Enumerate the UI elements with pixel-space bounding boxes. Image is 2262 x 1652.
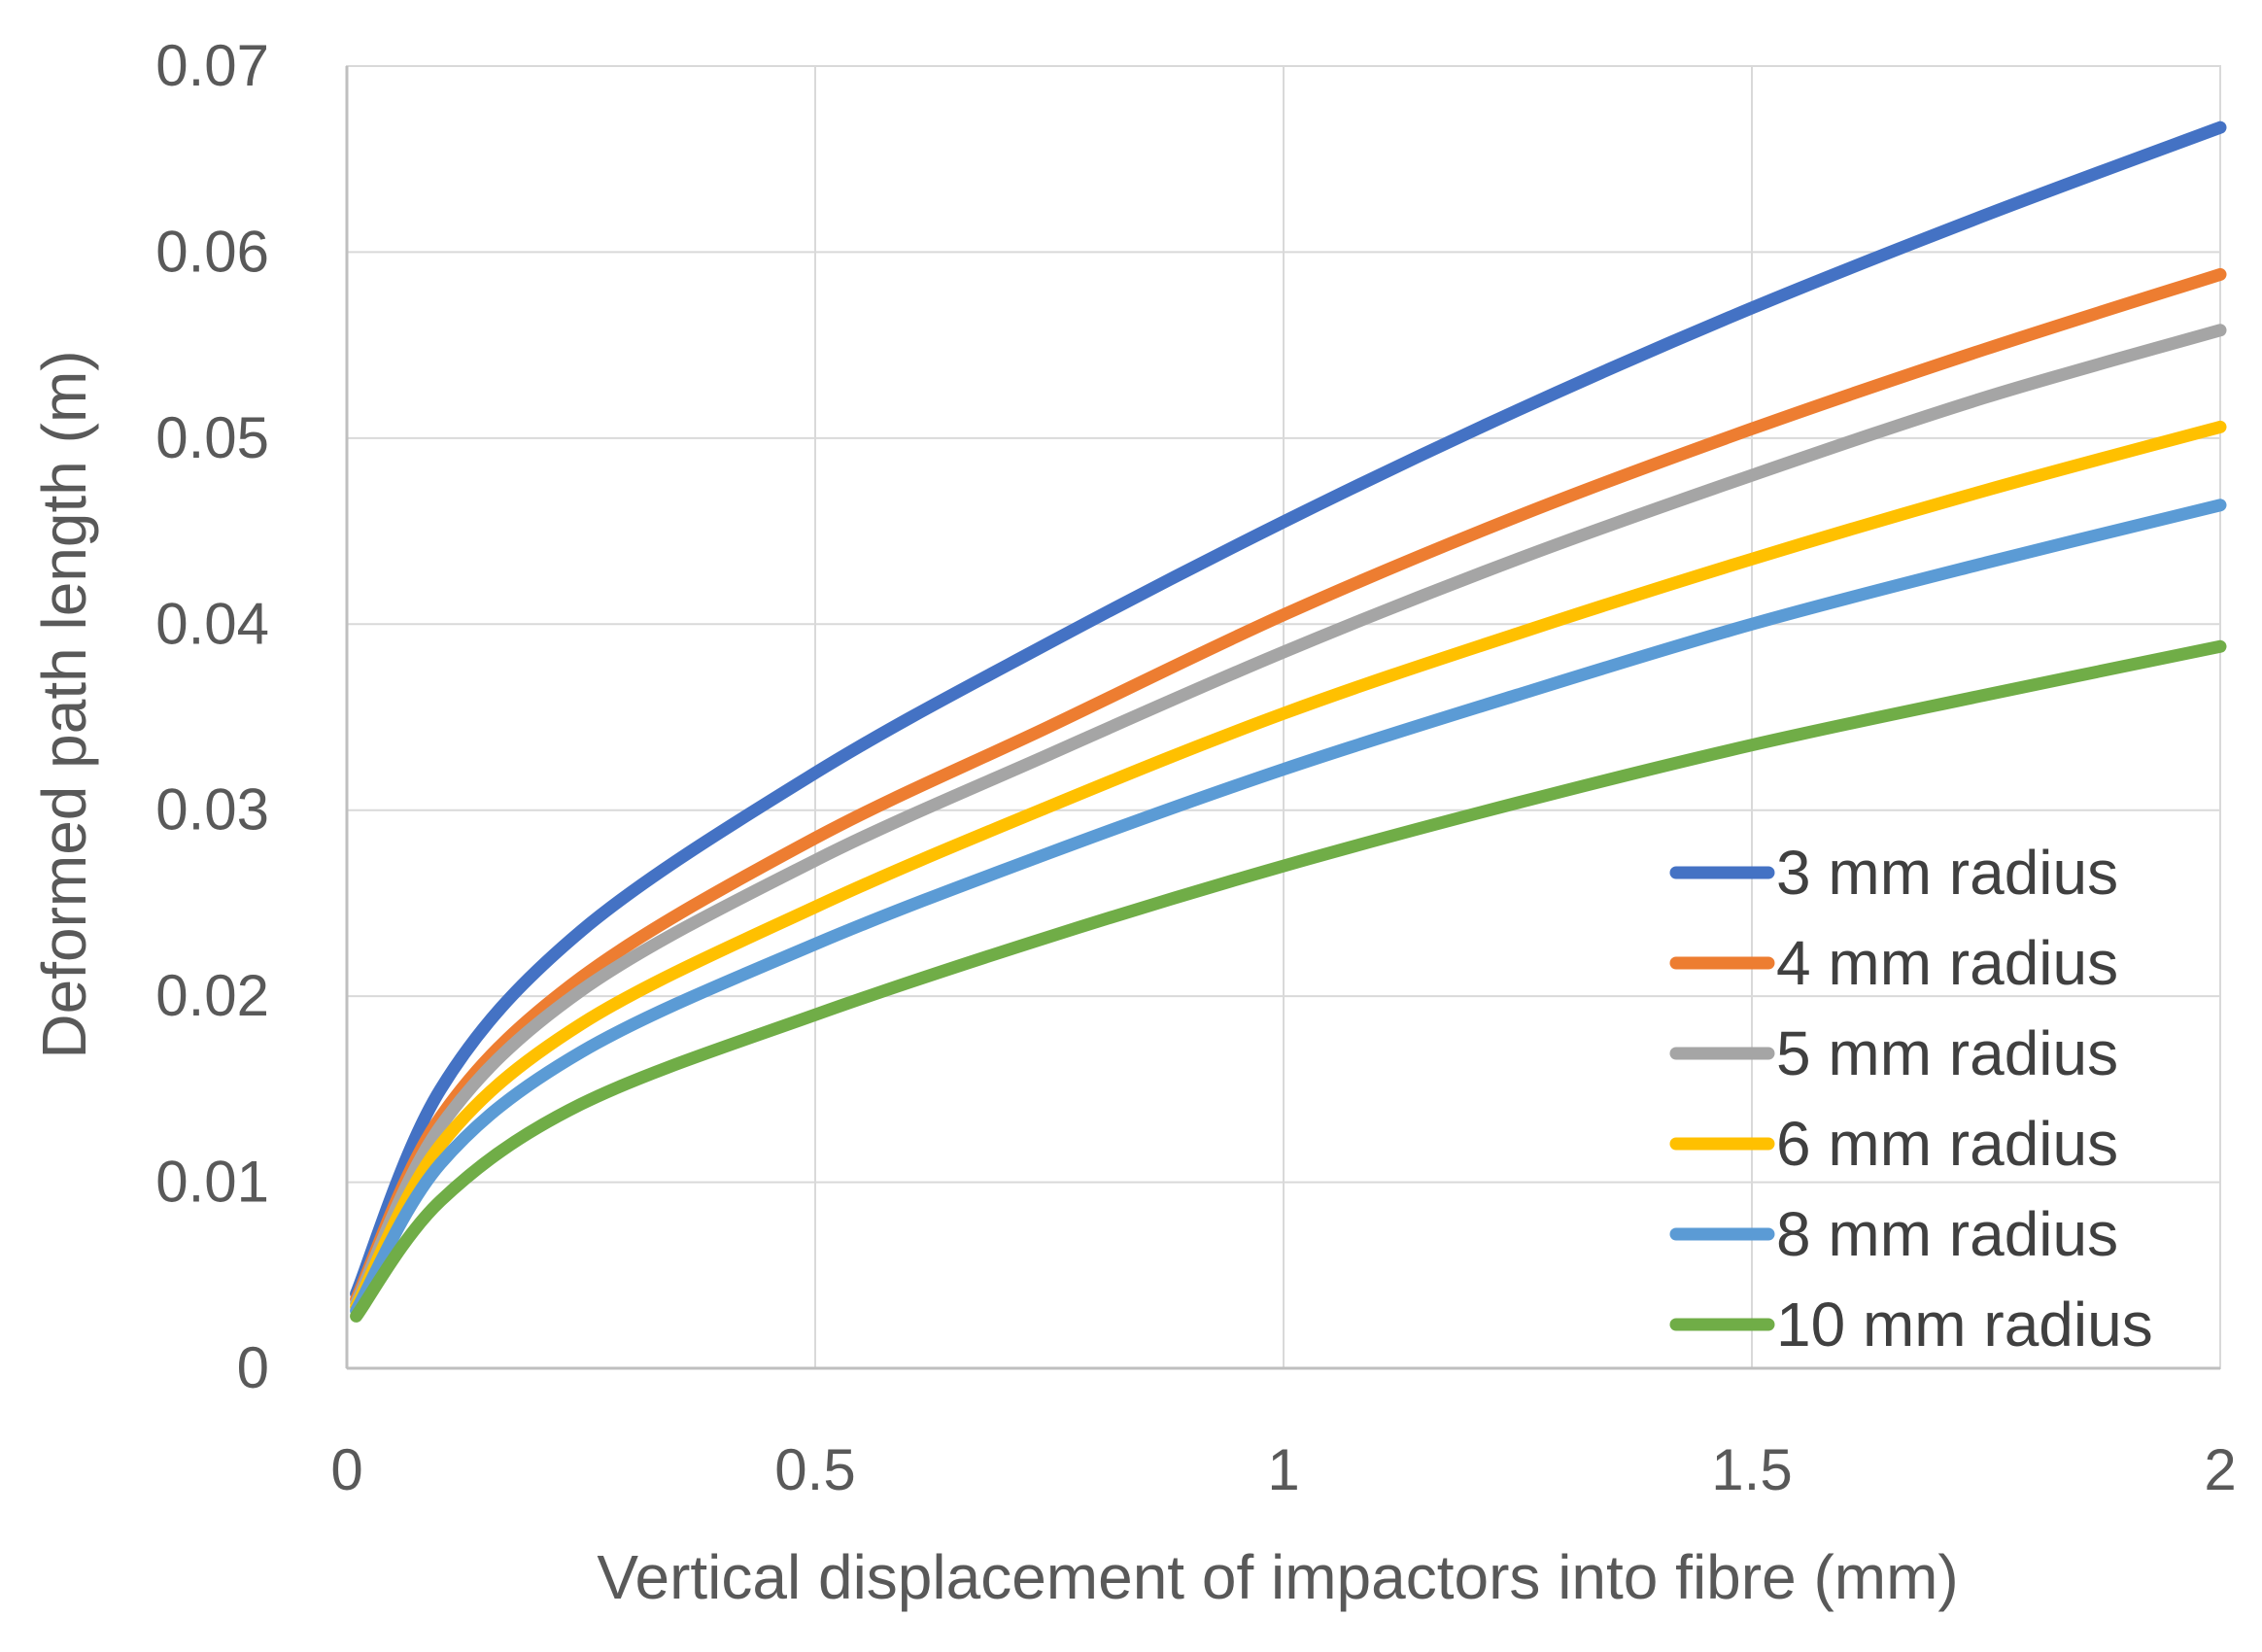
- y-tick-label: 0.07: [155, 33, 269, 98]
- x-axis-title: Vertical displacement of impactors into …: [597, 1542, 1958, 1612]
- y-tick-label: 0.03: [155, 777, 269, 843]
- legend-label-8-mm-radius: 8 mm radius: [1776, 1199, 2118, 1269]
- y-tick-label: 0.05: [155, 405, 269, 470]
- y-tick-label: 0.04: [155, 591, 269, 656]
- legend-label-4-mm-radius: 4 mm radius: [1776, 928, 2118, 998]
- legend-label-10-mm-radius: 10 mm radius: [1776, 1290, 2153, 1359]
- x-tick-label: 1: [1267, 1437, 1299, 1502]
- series-line-8-mm-radius: [350, 499, 2227, 1318]
- axes: 0 0.01 0.02 0.03 0.04 0.05 0.06 0.07 0 0.5 1 1.5 2: [155, 33, 2236, 1502]
- legend: 3 mm radius 4 mm radius 5 mm radius 6 mm ra…: [1669, 838, 2153, 1359]
- x-tick-label: 2: [2204, 1437, 2236, 1502]
- legend-label-6-mm-radius: 6 mm radius: [1776, 1109, 2118, 1179]
- legend-label-5-mm-radius: 5 mm radius: [1776, 1018, 2118, 1088]
- series-lines: [350, 120, 2227, 1323]
- y-tick-label: 0: [237, 1335, 269, 1400]
- y-tick-label: 0.02: [155, 963, 269, 1028]
- y-tick-label: 0.01: [155, 1150, 269, 1215]
- x-tick-label: 0: [330, 1437, 362, 1502]
- series-line-4-mm-radius: [350, 267, 2227, 1306]
- series-line-10-mm-radius: [350, 639, 2227, 1323]
- y-axis-title: Deformed path length (m): [29, 350, 99, 1058]
- x-tick-label: 1.5: [1711, 1437, 1792, 1502]
- y-tick-label: 0.06: [155, 219, 269, 284]
- legend-label-3-mm-radius: 3 mm radius: [1776, 838, 2118, 908]
- series-line-3-mm-radius: [350, 120, 2227, 1300]
- series-line-6-mm-radius: [350, 420, 2227, 1314]
- series-line-5-mm-radius: [350, 324, 2227, 1310]
- x-tick-label: 0.5: [774, 1437, 855, 1502]
